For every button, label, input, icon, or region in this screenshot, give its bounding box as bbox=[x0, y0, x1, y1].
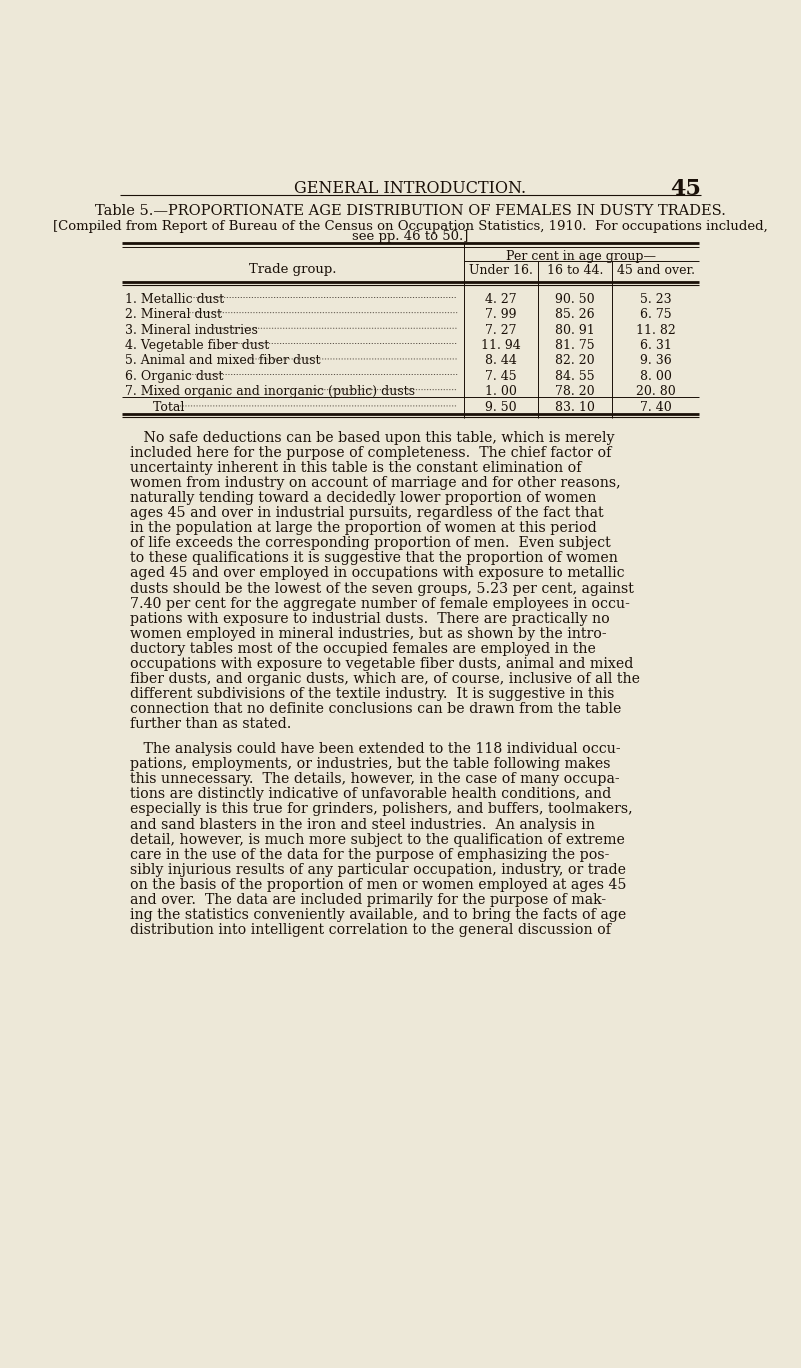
Text: 2. Mineral dust: 2. Mineral dust bbox=[125, 308, 222, 321]
Text: 11. 94: 11. 94 bbox=[481, 339, 521, 352]
Text: Trade group.: Trade group. bbox=[249, 263, 337, 276]
Text: ductory tables most of the occupied females are employed in the: ductory tables most of the occupied fema… bbox=[130, 642, 595, 655]
Text: 20. 80: 20. 80 bbox=[636, 386, 676, 398]
Text: 82. 20: 82. 20 bbox=[555, 354, 595, 368]
Text: tions are distinctly indicative of unfavorable health conditions, and: tions are distinctly indicative of unfav… bbox=[130, 788, 611, 802]
Text: 5. 23: 5. 23 bbox=[640, 293, 671, 306]
Text: included here for the purpose of completeness.  The chief factor of: included here for the purpose of complet… bbox=[130, 446, 611, 461]
Text: 6. 75: 6. 75 bbox=[640, 308, 671, 321]
Text: Per cent in age group—: Per cent in age group— bbox=[506, 250, 656, 264]
Text: 45: 45 bbox=[670, 178, 701, 200]
Text: 85. 26: 85. 26 bbox=[555, 308, 595, 321]
Text: ing the statistics conveniently available, and to bring the facts of age: ing the statistics conveniently availabl… bbox=[130, 907, 626, 922]
Text: dusts should be the lowest of the seven groups, 5.23 per cent, against: dusts should be the lowest of the seven … bbox=[130, 581, 634, 595]
Text: 45 and over.: 45 and over. bbox=[617, 264, 694, 278]
Text: see pp. 46 to 50.]: see pp. 46 to 50.] bbox=[352, 230, 469, 244]
Text: 4. Vegetable fiber dust: 4. Vegetable fiber dust bbox=[125, 339, 269, 352]
Text: 84. 55: 84. 55 bbox=[555, 369, 595, 383]
Text: pations, employments, or industries, but the table following makes: pations, employments, or industries, but… bbox=[130, 758, 610, 772]
Text: on the basis of the proportion of men or women employed at ages 45: on the basis of the proportion of men or… bbox=[130, 877, 626, 892]
Text: aged 45 and over employed in occupations with exposure to metallic: aged 45 and over employed in occupations… bbox=[130, 566, 624, 580]
Text: 7. 27: 7. 27 bbox=[485, 324, 517, 337]
Text: 8. 00: 8. 00 bbox=[640, 369, 672, 383]
Text: Total: Total bbox=[145, 401, 184, 415]
Text: pations with exposure to industrial dusts.  There are practically no: pations with exposure to industrial dust… bbox=[130, 611, 610, 625]
Text: connection that no definite conclusions can be drawn from the table: connection that no definite conclusions … bbox=[130, 702, 621, 715]
Text: distribution into intelligent correlation to the general discussion of: distribution into intelligent correlatio… bbox=[130, 922, 610, 937]
Text: 7.40 per cent for the aggregate number of female employees in occu-: 7.40 per cent for the aggregate number o… bbox=[130, 596, 630, 610]
Text: 9. 36: 9. 36 bbox=[640, 354, 672, 368]
Text: ages 45 and over in industrial pursuits, regardless of the fact that: ages 45 and over in industrial pursuits,… bbox=[130, 506, 603, 520]
Text: women employed in mineral industries, but as shown by the intro-: women employed in mineral industries, bu… bbox=[130, 627, 606, 640]
Text: 7. 40: 7. 40 bbox=[640, 401, 672, 415]
Text: 83. 10: 83. 10 bbox=[555, 401, 595, 415]
Text: this unnecessary.  The details, however, in the case of many occupa-: this unnecessary. The details, however, … bbox=[130, 773, 619, 787]
Text: and sand blasters in the iron and steel industries.  An analysis in: and sand blasters in the iron and steel … bbox=[130, 818, 594, 832]
Text: 9. 50: 9. 50 bbox=[485, 401, 517, 415]
Text: to these qualifications it is suggestive that the proportion of women: to these qualifications it is suggestive… bbox=[130, 551, 618, 565]
Text: fiber dusts, and organic dusts, which are, of course, inclusive of all the: fiber dusts, and organic dusts, which ar… bbox=[130, 672, 639, 685]
Text: GENERAL INTRODUCTION.: GENERAL INTRODUCTION. bbox=[294, 179, 526, 197]
Text: 80. 91: 80. 91 bbox=[555, 324, 595, 337]
Text: 81. 75: 81. 75 bbox=[555, 339, 595, 352]
Text: and over.  The data are included primarily for the purpose of mak-: and over. The data are included primaril… bbox=[130, 892, 606, 907]
Text: women from industry on account of marriage and for other reasons,: women from industry on account of marria… bbox=[130, 476, 620, 490]
Text: of life exceeds the corresponding proportion of men.  Even subject: of life exceeds the corresponding propor… bbox=[130, 536, 610, 550]
Text: different subdivisions of the textile industry.  It is suggestive in this: different subdivisions of the textile in… bbox=[130, 687, 614, 700]
Text: occupations with exposure to vegetable fiber dusts, animal and mixed: occupations with exposure to vegetable f… bbox=[130, 657, 633, 670]
Text: 5. Animal and mixed fiber dust: 5. Animal and mixed fiber dust bbox=[125, 354, 320, 368]
Text: 4. 27: 4. 27 bbox=[485, 293, 517, 306]
Text: in the population at large the proportion of women at this period: in the population at large the proportio… bbox=[130, 521, 596, 535]
Text: Table 5.—PROPORTIONATE AGE DISTRIBUTION OF FEMALES IN DUSTY TRADES.: Table 5.—PROPORTIONATE AGE DISTRIBUTION … bbox=[95, 204, 726, 219]
Text: 90. 50: 90. 50 bbox=[555, 293, 595, 306]
Text: 78. 20: 78. 20 bbox=[555, 386, 595, 398]
Text: 7. Mixed organic and inorganic (public) dusts: 7. Mixed organic and inorganic (public) … bbox=[125, 386, 415, 398]
Text: Under 16.: Under 16. bbox=[469, 264, 533, 278]
Text: 6. 31: 6. 31 bbox=[640, 339, 672, 352]
Text: 6. Organic dust: 6. Organic dust bbox=[125, 369, 223, 383]
Text: [Compiled from Report of Bureau of the Census on Occupation Statistics, 1910.  F: [Compiled from Report of Bureau of the C… bbox=[53, 220, 767, 233]
Text: 7. 45: 7. 45 bbox=[485, 369, 517, 383]
Text: No safe deductions can be based upon this table, which is merely: No safe deductions can be based upon thi… bbox=[130, 431, 614, 446]
Text: 7. 99: 7. 99 bbox=[485, 308, 517, 321]
Text: naturally tending toward a decidedly lower proportion of women: naturally tending toward a decidedly low… bbox=[130, 491, 596, 505]
Text: 1. 00: 1. 00 bbox=[485, 386, 517, 398]
Text: The analysis could have been extended to the 118 individual occu-: The analysis could have been extended to… bbox=[130, 743, 620, 757]
Text: 1. Metallic dust: 1. Metallic dust bbox=[125, 293, 224, 306]
Text: 3. Mineral industries: 3. Mineral industries bbox=[125, 324, 258, 337]
Text: 11. 82: 11. 82 bbox=[636, 324, 676, 337]
Text: 8. 44: 8. 44 bbox=[485, 354, 517, 368]
Text: especially is this true for grinders, polishers, and buffers, toolmakers,: especially is this true for grinders, po… bbox=[130, 803, 632, 817]
Text: sibly injurious results of any particular occupation, industry, or trade: sibly injurious results of any particula… bbox=[130, 863, 626, 877]
Text: uncertainty inherent in this table is the constant elimination of: uncertainty inherent in this table is th… bbox=[130, 461, 581, 476]
Text: care in the use of the data for the purpose of emphasizing the pos-: care in the use of the data for the purp… bbox=[130, 848, 609, 862]
Text: 16 to 44.: 16 to 44. bbox=[547, 264, 603, 278]
Text: detail, however, is much more subject to the qualification of extreme: detail, however, is much more subject to… bbox=[130, 833, 625, 847]
Text: further than as stated.: further than as stated. bbox=[130, 717, 291, 731]
